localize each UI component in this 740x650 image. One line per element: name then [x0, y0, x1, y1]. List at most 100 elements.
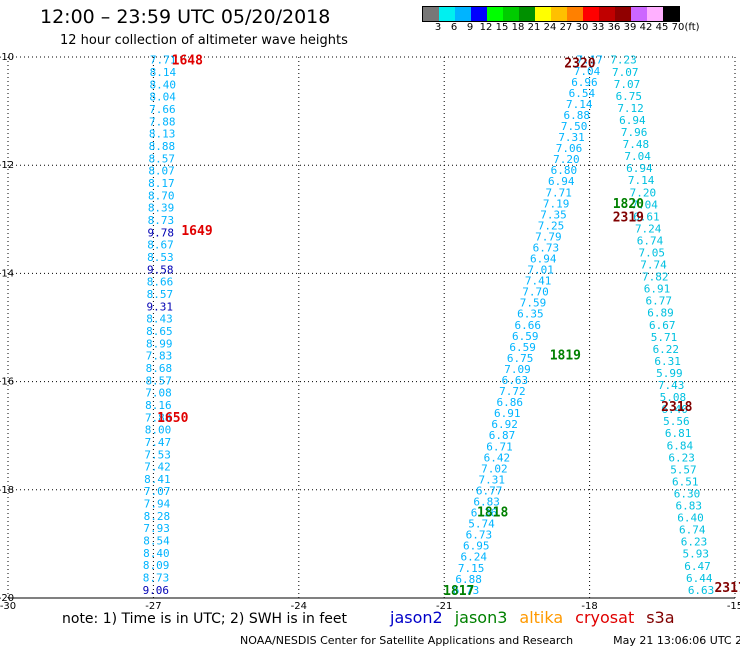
color-tick-label: 39	[623, 22, 637, 33]
swh-value-label: 6.74	[637, 234, 664, 247]
swh-value-label: 6.80	[551, 164, 578, 177]
swh-value-label: 7.25	[538, 219, 565, 232]
swh-value-label: 6.88	[563, 109, 590, 122]
swh-value-label: 8.00	[145, 424, 172, 437]
color-tick-label: 70	[671, 22, 685, 33]
swh-value-label: 8.57	[147, 288, 174, 301]
page-title: 12:00 – 23:59 UTC 05/20/2018	[40, 6, 331, 28]
swh-value-label: 7.71	[150, 54, 177, 67]
swh-value-label: 7.05	[638, 246, 665, 259]
swh-value-label: 6.30	[674, 487, 701, 500]
color-swatch-9	[567, 7, 583, 21]
swh-value-label: 7.72	[499, 385, 526, 398]
swh-value-label: 7.31	[479, 473, 506, 486]
swh-value-label: 7.47	[145, 436, 172, 449]
swh-value-label: 6.36	[471, 507, 498, 520]
pass-time-label: 2318	[661, 400, 692, 415]
pass-time-label: 1817	[443, 584, 474, 599]
swh-value-label: 5.56	[663, 415, 690, 428]
color-swatch-5	[503, 7, 519, 21]
color-swatch-13	[631, 7, 647, 21]
swh-value-label: 6.22	[653, 343, 680, 356]
swh-value-label: 7.83	[146, 350, 173, 363]
x-tick-label: -27	[145, 601, 161, 612]
legend-jason3: jason3	[454, 608, 508, 627]
swh-value-label: 7.96	[621, 126, 648, 139]
color-tick-label: 45	[655, 22, 669, 33]
swh-value-label: 6.59	[512, 330, 539, 343]
legend-cryosat: cryosat	[575, 608, 635, 627]
swh-value-label: 6.47	[684, 560, 711, 573]
swh-value-label: 6.96	[571, 76, 598, 89]
swh-value-label: 7.71	[545, 186, 572, 199]
swh-value-label: 7.06	[556, 142, 583, 155]
swh-value-label: 7.17	[576, 54, 603, 67]
swh-value-label: 6.59	[509, 341, 536, 354]
swh-value-label: 8.65	[146, 325, 173, 338]
swh-value-label: 6.74	[679, 524, 706, 537]
x-tick-label: -24	[291, 601, 307, 612]
swh-value-label: 7.08	[145, 387, 172, 400]
swh-value-label: 7.20	[630, 186, 657, 199]
color-tick-label: 9	[466, 22, 474, 33]
swh-value-label: 9.31	[146, 300, 173, 313]
x-tick-label: -15	[727, 601, 740, 612]
legend-altika: altika	[519, 608, 564, 627]
swh-value-label: 5.57	[670, 463, 697, 476]
swh-value-label: 7.42	[144, 461, 171, 474]
swh-value-label: 6.75	[507, 352, 534, 365]
color-tick-label: 3	[434, 22, 442, 33]
swh-value-label: 6.84	[667, 439, 694, 452]
swh-value-label: 8.67	[147, 239, 174, 252]
swh-value-label: 6.51	[672, 475, 699, 488]
swh-value-label: 5.71	[651, 331, 678, 344]
swh-value-label: 7.19	[543, 197, 570, 210]
swh-value-label: 8.88	[149, 140, 176, 153]
generated-timestamp: May 21 13:06:06 UTC 2018	[613, 634, 740, 647]
swh-value-label: 6.77	[646, 295, 673, 308]
swh-value-label: 6.94	[619, 114, 646, 127]
color-tick-label: 27	[559, 22, 573, 33]
swh-value-label: 6.87	[489, 429, 516, 442]
swh-value-label: 8.68	[146, 362, 173, 375]
y-tick-label: -12	[0, 160, 14, 171]
swh-value-label: 7.31	[558, 131, 585, 144]
pass-time-label: 1650	[157, 411, 188, 426]
color-unit-label: (ft)	[684, 22, 700, 33]
swh-value-label: 8.73	[143, 572, 170, 585]
x-tick-label: -21	[436, 601, 452, 612]
pass-time-label: 1649	[181, 224, 212, 239]
color-swatch-1	[439, 7, 455, 21]
swh-value-label: 7.79	[535, 230, 562, 243]
swh-value-label: 7.04	[631, 198, 658, 211]
org-credit: NOAA/NESDIS Center for Satellite Applica…	[240, 634, 574, 647]
swh-value-label: 8.40	[143, 547, 170, 560]
color-tick-label: 15	[495, 22, 509, 33]
swh-value-label: 6.77	[476, 484, 503, 497]
swh-value-label: 7.48	[623, 138, 650, 151]
swh-value-label: 6.40	[677, 512, 704, 525]
swh-value-label: 7.20	[553, 153, 580, 166]
pass-time-label: 2320	[564, 56, 595, 71]
color-swatch-14	[647, 7, 663, 21]
swh-value-label: 8.39	[148, 202, 175, 215]
swh-value-label: 7.12	[617, 102, 644, 115]
swh-value-label: 7.43	[658, 379, 685, 392]
swh-value-label: 6.92	[491, 418, 518, 431]
swh-value-label: 9.78	[147, 226, 174, 239]
legend-s3a: s3a	[646, 608, 675, 627]
color-swatch-3	[471, 7, 487, 21]
swh-value-label: 7.07	[612, 66, 639, 79]
swh-value-label: 7.14	[628, 174, 655, 187]
swh-value-label: 7.35	[540, 208, 567, 221]
swh-value-label: 8.66	[147, 276, 174, 289]
color-swatch-12	[615, 7, 631, 21]
color-tick-label: 36	[607, 22, 621, 33]
legend-jason2: jason2	[390, 608, 443, 627]
swh-value-label: 7.74	[640, 259, 667, 272]
swh-value-label: 6.63	[502, 374, 529, 387]
swh-value-label: 7.24	[635, 222, 662, 235]
color-tick-label: 42	[639, 22, 653, 33]
pass-time-label: 1820	[613, 197, 644, 212]
swh-value-label: 7.01	[527, 264, 554, 277]
